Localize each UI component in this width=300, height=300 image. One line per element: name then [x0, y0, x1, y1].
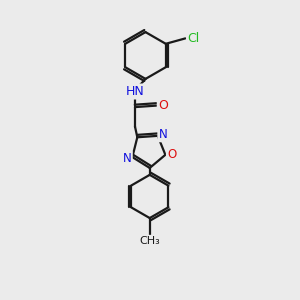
Text: O: O [158, 99, 168, 112]
Text: N: N [159, 128, 167, 141]
Text: O: O [167, 148, 177, 161]
Text: CH₃: CH₃ [139, 236, 160, 246]
Text: Cl: Cl [188, 32, 200, 45]
Text: HN: HN [126, 85, 144, 98]
Text: N: N [123, 152, 131, 165]
